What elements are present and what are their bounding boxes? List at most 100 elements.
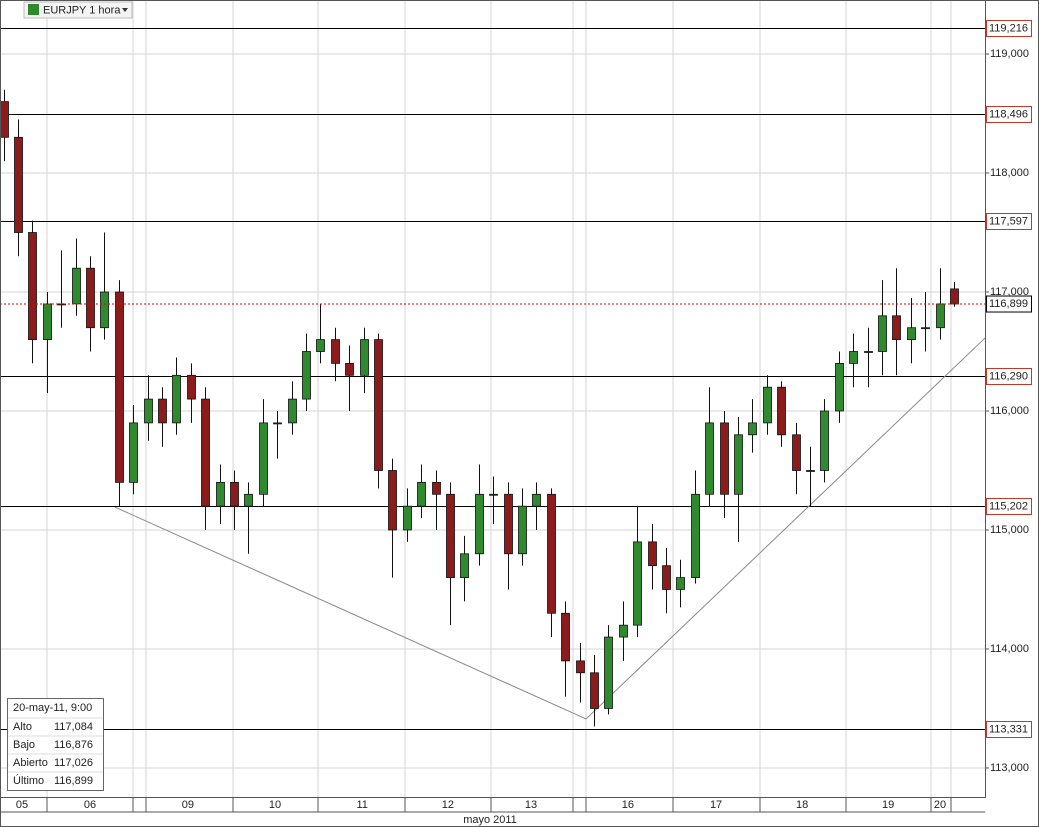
last-price-box <box>986 295 1032 313</box>
level-label-box <box>986 498 1032 515</box>
month-label: mayo 2011 <box>463 814 517 826</box>
info-value: 117,026 <box>54 757 93 769</box>
level-label-box <box>986 213 1032 230</box>
candle-body <box>14 136 23 233</box>
candle-body <box>820 410 829 471</box>
level-label-box <box>986 20 1032 37</box>
candle-body <box>633 541 642 626</box>
x-tick-label: 18 <box>796 799 808 811</box>
info-label: Abierto <box>13 757 48 769</box>
candle-body <box>288 398 297 424</box>
candle-body <box>518 505 527 555</box>
candle-body <box>532 493 541 507</box>
candle-body <box>259 422 268 495</box>
x-tick-label: 12 <box>442 799 454 811</box>
x-tick-label: 16 <box>622 799 634 811</box>
candle-body <box>604 636 613 709</box>
candle-body <box>129 422 138 483</box>
info-label: Alto <box>13 721 32 733</box>
candle-body <box>158 398 167 424</box>
candle-body <box>28 232 37 340</box>
candle-body <box>302 351 311 400</box>
trendline <box>114 506 587 720</box>
info-label: Último <box>13 774 44 787</box>
candle-body <box>777 386 786 436</box>
candle-body <box>72 267 81 305</box>
info-value: 116,876 <box>54 739 93 751</box>
candle-body <box>43 303 52 340</box>
last-price-label: 116,899 <box>989 298 1028 310</box>
candle-body <box>734 434 743 495</box>
candle-body <box>187 374 196 400</box>
candle-body <box>446 493 455 578</box>
symbol-title[interactable]: EURJPY 1 hora <box>43 4 121 16</box>
candle-body <box>662 565 671 590</box>
symbol-box[interactable] <box>23 1 133 19</box>
candle-body <box>244 493 253 507</box>
x-tick-label: 10 <box>269 799 281 811</box>
candle-body <box>115 291 124 483</box>
candle-body <box>316 339 325 352</box>
candle-body <box>0 101 9 138</box>
candle-body <box>936 303 945 329</box>
candle-body <box>691 493 700 578</box>
candle-body <box>360 339 369 376</box>
candle-body <box>331 339 340 364</box>
x-tick-label: 05 <box>16 799 28 811</box>
info-label: Bajo <box>13 739 35 751</box>
level-label-box <box>986 106 1032 123</box>
x-tick-label: 09 <box>182 799 194 811</box>
info-value: 116,899 <box>54 775 93 787</box>
candle-body <box>417 481 426 507</box>
symbol-icon <box>28 4 39 15</box>
grid <box>0 0 985 797</box>
candle-body <box>172 374 181 424</box>
candle-body <box>864 351 873 353</box>
candle-body <box>547 493 556 614</box>
x-tick-label: 13 <box>525 799 537 811</box>
candle-body <box>576 660 585 674</box>
candle-body <box>201 398 210 507</box>
candle-body <box>763 386 772 424</box>
candle-body <box>230 481 239 507</box>
trendline <box>585 337 986 720</box>
candle-body <box>345 362 354 376</box>
x-tick-label: 19 <box>882 799 894 811</box>
x-tick-label: 20 <box>934 799 946 811</box>
candle-body <box>648 541 657 567</box>
y-tick-label: 116,000 <box>990 405 1029 417</box>
candle-body <box>100 291 109 329</box>
candle-body <box>273 422 282 425</box>
candle-body <box>489 493 498 496</box>
info-frame <box>7 698 104 791</box>
candle-body <box>460 553 469 578</box>
x-tick-label: 11 <box>356 799 367 811</box>
candle-body <box>720 422 729 495</box>
candle-body <box>374 339 383 471</box>
y-tick-label: 117,000 <box>990 286 1029 298</box>
y-tick-label: 118,000 <box>990 167 1029 179</box>
x-tick-label: 06 <box>84 799 96 811</box>
candle-body <box>950 288 959 305</box>
y-tick-label: 114,000 <box>990 643 1029 655</box>
candle-body <box>475 493 484 555</box>
info-value: 117,084 <box>54 721 93 733</box>
candle-body <box>590 672 599 709</box>
header[interactable]: EURJPY 1 hora <box>23 1 133 19</box>
y-tick-label: 115,000 <box>990 524 1029 536</box>
x-tick-label: 17 <box>710 799 722 811</box>
candle-body <box>504 493 513 555</box>
candle-body <box>705 422 714 495</box>
candle-body <box>403 505 412 531</box>
candle-body <box>561 612 570 662</box>
candle-body <box>619 624 628 638</box>
candle-body <box>86 267 95 329</box>
candle-body <box>921 327 930 330</box>
level-label: 113,331 <box>989 723 1028 735</box>
candle-body <box>892 315 901 340</box>
candle-body <box>792 434 801 471</box>
dropdown-arrow[interactable] <box>122 8 128 12</box>
marks <box>0 28 986 730</box>
candle-body <box>907 327 916 340</box>
level-label-box <box>986 721 1032 738</box>
